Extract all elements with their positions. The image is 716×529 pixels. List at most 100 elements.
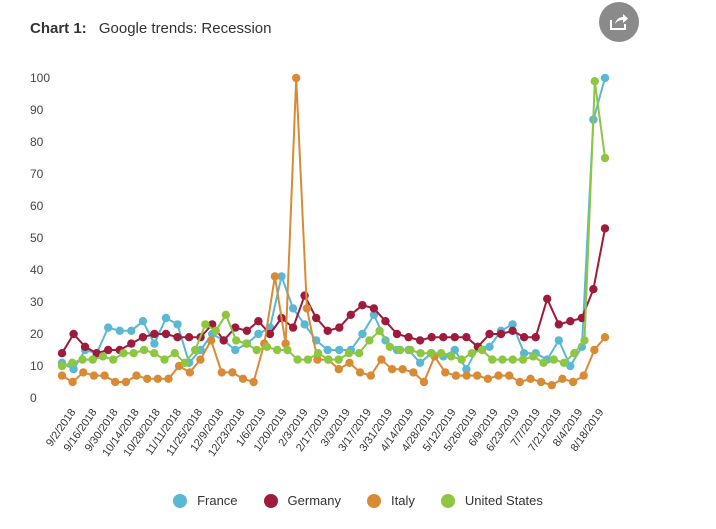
data-point-france[interactable] [150,339,159,348]
data-point-italy[interactable] [526,374,535,383]
data-point-italy[interactable] [355,368,365,377]
data-point-germany[interactable] [127,339,136,348]
data-point-united-states[interactable] [344,349,354,358]
data-point-united-states[interactable] [324,355,333,364]
data-point-france[interactable] [69,365,78,374]
data-point-united-states[interactable] [78,355,87,364]
data-point-germany[interactable] [427,333,436,342]
data-point-germany[interactable] [450,333,459,342]
data-point-united-states[interactable] [488,355,497,364]
data-point-italy[interactable] [441,368,450,377]
data-point-italy[interactable] [302,304,312,313]
data-point-italy[interactable] [505,371,514,380]
data-point-france[interactable] [566,361,575,371]
data-point-germany[interactable] [138,333,148,342]
data-point-united-states[interactable] [498,355,507,364]
data-point-italy[interactable] [164,374,173,383]
data-point-germany[interactable] [404,333,413,342]
data-point-germany[interactable] [439,333,448,342]
data-point-united-states[interactable] [170,349,179,358]
data-point-italy[interactable] [217,368,226,377]
data-point-germany[interactable] [80,342,90,351]
data-point-germany[interactable] [150,329,159,339]
data-point-united-states[interactable] [283,345,292,355]
data-point-germany[interactable] [566,317,575,326]
data-point-france[interactable] [300,320,309,329]
data-point-germany[interactable] [589,285,598,294]
data-point-germany[interactable] [323,326,332,335]
data-point-germany[interactable] [554,320,563,329]
data-point-italy[interactable] [281,339,290,348]
data-point-italy[interactable] [600,333,610,342]
data-point-united-states[interactable] [293,355,302,364]
data-point-italy[interactable] [536,377,546,387]
data-point-germany[interactable] [346,310,355,319]
data-point-germany[interactable] [161,329,171,339]
data-point-united-states[interactable] [98,352,108,361]
data-point-italy[interactable] [206,336,216,345]
data-point-germany[interactable] [69,329,78,339]
data-point-germany[interactable] [265,329,275,339]
data-point-united-states[interactable] [457,355,466,364]
data-point-germany[interactable] [462,333,471,342]
data-point-italy[interactable] [345,358,354,367]
data-point-united-states[interactable] [139,345,149,355]
data-point-italy[interactable] [238,374,248,383]
data-point-france[interactable] [254,329,263,339]
data-point-germany[interactable] [381,317,390,326]
data-point-france[interactable] [173,320,182,329]
data-point-united-states[interactable] [180,358,190,367]
data-point-france[interactable] [508,320,517,329]
data-point-united-states[interactable] [375,326,384,335]
data-point-united-states[interactable] [395,345,405,355]
data-point-united-states[interactable] [119,349,128,358]
data-point-united-states[interactable] [467,349,476,358]
data-point-france[interactable] [335,345,344,355]
data-point-germany[interactable] [219,336,228,345]
data-point-italy[interactable] [473,371,482,380]
data-point-italy[interactable] [249,377,258,387]
data-point-france[interactable] [115,326,125,335]
data-point-germany[interactable] [173,333,182,342]
data-point-italy[interactable] [451,371,461,380]
data-point-germany[interactable] [531,333,540,342]
data-point-germany[interactable] [369,304,379,313]
data-point-italy[interactable] [419,377,429,387]
data-point-united-states[interactable] [406,345,415,355]
data-point-france[interactable] [450,345,459,355]
data-point-germany[interactable] [577,313,587,323]
data-point-united-states[interactable] [88,355,97,364]
data-point-united-states[interactable] [477,345,487,355]
data-point-france[interactable] [231,345,240,355]
data-point-germany[interactable] [543,294,552,303]
data-point-italy[interactable] [377,355,386,364]
data-point-germany[interactable] [104,345,113,355]
data-point-germany[interactable] [358,301,367,310]
data-point-france[interactable] [127,326,136,335]
data-point-germany[interactable] [242,326,252,335]
data-point-united-states[interactable] [211,326,220,335]
data-point-france[interactable] [369,310,379,319]
data-point-italy[interactable] [334,365,343,374]
data-point-united-states[interactable] [447,352,456,361]
share-button[interactable] [599,2,639,42]
data-point-united-states[interactable] [354,349,364,358]
data-point-germany[interactable] [392,329,402,339]
data-point-italy[interactable] [590,345,599,355]
data-point-italy[interactable] [515,377,524,387]
data-point-france[interactable] [462,365,471,374]
data-point-united-states[interactable] [334,355,343,364]
data-point-italy[interactable] [313,355,322,364]
data-point-united-states[interactable] [570,349,579,358]
data-point-united-states[interactable] [580,336,589,345]
data-point-france[interactable] [600,73,610,83]
data-point-united-states[interactable] [416,349,425,358]
data-point-united-states[interactable] [436,349,446,358]
data-point-france[interactable] [161,313,171,323]
data-point-germany[interactable] [254,317,263,326]
data-point-united-states[interactable] [68,358,77,367]
data-point-germany[interactable] [600,224,610,233]
data-point-germany[interactable] [288,323,298,332]
data-point-united-states[interactable] [160,355,169,364]
data-point-italy[interactable] [462,371,471,380]
